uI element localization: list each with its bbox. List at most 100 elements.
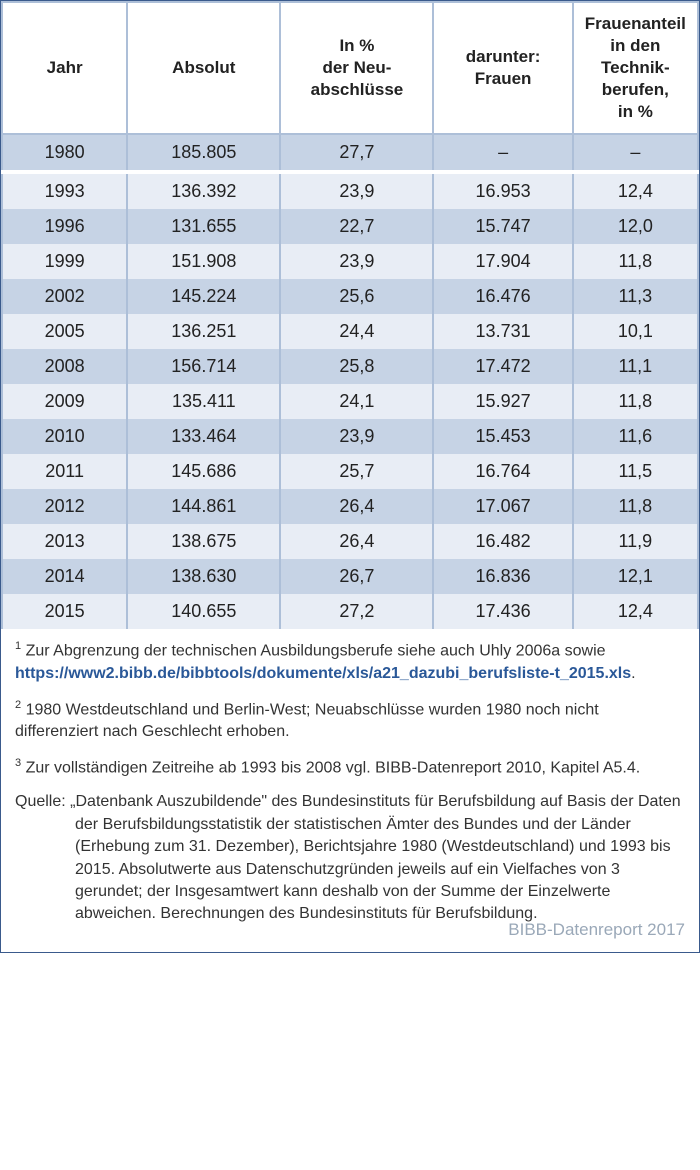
data-table: Jahr Absolut In %der Neu-abschlüsse daru… bbox=[1, 1, 699, 629]
table-row: 1999151.90823,917.90411,8 bbox=[2, 244, 698, 279]
table-cell: 2012 bbox=[2, 489, 127, 524]
footnote-marker-1: 1 bbox=[15, 640, 21, 652]
table-cell: 2010 bbox=[2, 419, 127, 454]
footnote-1-link[interactable]: https://www2.bibb.de/bibbtools/dokumente… bbox=[15, 665, 631, 682]
table-cell: 145.686 bbox=[127, 454, 280, 489]
table-cell: 11,6 bbox=[573, 419, 698, 454]
table-cell: 11,8 bbox=[573, 244, 698, 279]
table-row: 2012144.86126,417.06711,8 bbox=[2, 489, 698, 524]
table-row: 2011145.68625,716.76411,5 bbox=[2, 454, 698, 489]
table-cell: 2009 bbox=[2, 384, 127, 419]
table-cell: 16.482 bbox=[433, 524, 572, 559]
table-cell: 131.655 bbox=[127, 209, 280, 244]
table-cell: 2008 bbox=[2, 349, 127, 384]
table-cell: 17.472 bbox=[433, 349, 572, 384]
table-cell: 16.953 bbox=[433, 172, 572, 209]
table-cell: 26,4 bbox=[280, 489, 433, 524]
table-cell: 1999 bbox=[2, 244, 127, 279]
table-cell: 135.411 bbox=[127, 384, 280, 419]
table-cell: 24,1 bbox=[280, 384, 433, 419]
table-cell: – bbox=[433, 134, 572, 172]
table-cell: 11,8 bbox=[573, 384, 698, 419]
quelle-text: „Datenbank Auszubildende" des Bundesinst… bbox=[70, 793, 681, 922]
table-row: 2005136.25124,413.73110,1 bbox=[2, 314, 698, 349]
table-container: Jahr Absolut In %der Neu-abschlüsse daru… bbox=[0, 0, 700, 953]
table-cell: 1980 bbox=[2, 134, 127, 172]
table-cell: 2013 bbox=[2, 524, 127, 559]
table-cell: 17.904 bbox=[433, 244, 572, 279]
footnotes-block: 1 Zur Abgrenzung der technischen Ausbild… bbox=[1, 629, 699, 951]
footnote-1-post: . bbox=[631, 665, 635, 682]
quelle-block: Quelle: „Datenbank Auszubildende" des Bu… bbox=[15, 791, 685, 925]
table-cell: 10,1 bbox=[573, 314, 698, 349]
table-header-row: Jahr Absolut In %der Neu-abschlüsse daru… bbox=[2, 2, 698, 134]
table-cell: 144.861 bbox=[127, 489, 280, 524]
table-cell: 13.731 bbox=[433, 314, 572, 349]
report-label: BIBB-Datenreport 2017 bbox=[508, 918, 685, 942]
col-header-frauenanteil: Frauenanteilin denTechnik-berufen,in % bbox=[573, 2, 698, 134]
footnote-1-pre: Zur Abgrenzung der technischen Ausbildun… bbox=[26, 643, 606, 660]
table-body: 1980185.80527,7––1993136.39223,916.95312… bbox=[2, 134, 698, 629]
table-row: 2015140.65527,217.43612,4 bbox=[2, 594, 698, 629]
table-cell: 26,7 bbox=[280, 559, 433, 594]
table-cell: 15.453 bbox=[433, 419, 572, 454]
table-cell: 2015 bbox=[2, 594, 127, 629]
table-cell: 27,2 bbox=[280, 594, 433, 629]
table-cell: 136.251 bbox=[127, 314, 280, 349]
table-cell: 11,3 bbox=[573, 279, 698, 314]
table-cell: 151.908 bbox=[127, 244, 280, 279]
footnote-2: 2 1980 Westdeutschland und Berlin-West; … bbox=[15, 698, 685, 744]
table-cell: 15.927 bbox=[433, 384, 572, 419]
footnote-3: 3 Zur vollständigen Zeitreihe ab 1993 bi… bbox=[15, 756, 685, 780]
table-cell: 23,9 bbox=[280, 244, 433, 279]
table-row: 1996131.65522,715.74712,0 bbox=[2, 209, 698, 244]
table-cell: 22,7 bbox=[280, 209, 433, 244]
table-cell: 16.764 bbox=[433, 454, 572, 489]
table-cell: 11,9 bbox=[573, 524, 698, 559]
table-cell: 11,1 bbox=[573, 349, 698, 384]
table-cell: 133.464 bbox=[127, 419, 280, 454]
footnote-marker-2: 2 bbox=[15, 699, 21, 711]
table-cell: 26,4 bbox=[280, 524, 433, 559]
table-cell: 17.067 bbox=[433, 489, 572, 524]
col-header-jahr: Jahr bbox=[2, 2, 127, 134]
table-row: 2013138.67526,416.48211,9 bbox=[2, 524, 698, 559]
table-row: 2008156.71425,817.47211,1 bbox=[2, 349, 698, 384]
table-cell: 12,4 bbox=[573, 172, 698, 209]
table-cell: 25,7 bbox=[280, 454, 433, 489]
footnote-1: 1 Zur Abgrenzung der technischen Ausbild… bbox=[15, 639, 685, 685]
quelle-label: Quelle: bbox=[15, 793, 66, 810]
col-header-absolut: Absolut bbox=[127, 2, 280, 134]
table-cell: 11,8 bbox=[573, 489, 698, 524]
table-cell: 24,4 bbox=[280, 314, 433, 349]
table-cell: 25,8 bbox=[280, 349, 433, 384]
table-cell: 12,0 bbox=[573, 209, 698, 244]
table-cell: 15.747 bbox=[433, 209, 572, 244]
table-cell: 2002 bbox=[2, 279, 127, 314]
table-cell: 156.714 bbox=[127, 349, 280, 384]
table-cell: 1996 bbox=[2, 209, 127, 244]
footnote-3-text: Zur vollständigen Zeitreihe ab 1993 bis … bbox=[26, 759, 641, 776]
table-row: 2009135.41124,115.92711,8 bbox=[2, 384, 698, 419]
col-header-frauen: darunter:Frauen bbox=[433, 2, 572, 134]
table-cell: 16.476 bbox=[433, 279, 572, 314]
table-cell: 23,9 bbox=[280, 172, 433, 209]
table-cell: 2014 bbox=[2, 559, 127, 594]
table-row: 1980185.80527,7–– bbox=[2, 134, 698, 172]
table-cell: 138.630 bbox=[127, 559, 280, 594]
table-cell: 2011 bbox=[2, 454, 127, 489]
table-cell: 25,6 bbox=[280, 279, 433, 314]
table-cell: 23,9 bbox=[280, 419, 433, 454]
footnote-2-text: 1980 Westdeutschland und Berlin-West; Ne… bbox=[15, 701, 599, 740]
table-cell: 12,1 bbox=[573, 559, 698, 594]
table-cell: – bbox=[573, 134, 698, 172]
table-cell: 12,4 bbox=[573, 594, 698, 629]
table-cell: 185.805 bbox=[127, 134, 280, 172]
table-row: 2010133.46423,915.45311,6 bbox=[2, 419, 698, 454]
table-cell: 11,5 bbox=[573, 454, 698, 489]
table-row: 2002145.22425,616.47611,3 bbox=[2, 279, 698, 314]
table-cell: 136.392 bbox=[127, 172, 280, 209]
table-cell: 16.836 bbox=[433, 559, 572, 594]
table-cell: 27,7 bbox=[280, 134, 433, 172]
table-cell: 140.655 bbox=[127, 594, 280, 629]
